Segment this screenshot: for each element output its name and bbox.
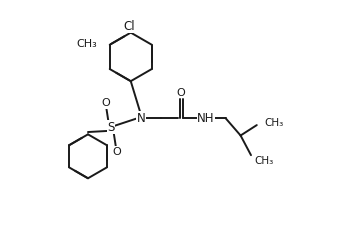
Text: O: O — [101, 98, 110, 108]
Text: O: O — [176, 88, 185, 98]
Text: Cl: Cl — [124, 20, 136, 33]
Text: CH₃: CH₃ — [264, 118, 284, 128]
Text: CH₃: CH₃ — [255, 156, 274, 166]
Text: NH: NH — [197, 112, 215, 125]
Text: O: O — [113, 147, 121, 157]
Text: CH₃: CH₃ — [76, 39, 97, 49]
Text: S: S — [107, 121, 115, 134]
Text: N: N — [137, 112, 145, 125]
